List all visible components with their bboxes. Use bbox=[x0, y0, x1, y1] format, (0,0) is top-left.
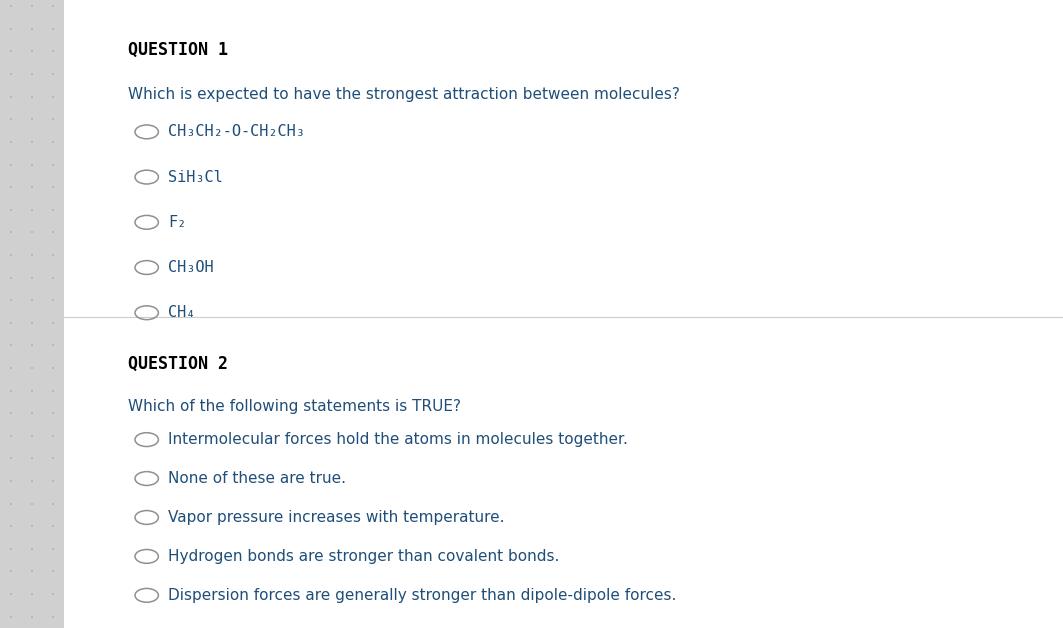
Text: Hydrogen bonds are stronger than covalent bonds.: Hydrogen bonds are stronger than covalen… bbox=[168, 549, 559, 564]
Bar bbox=[0, 0, 64, 628]
Text: QUESTION 2: QUESTION 2 bbox=[128, 355, 227, 373]
Text: None of these are true.: None of these are true. bbox=[168, 471, 345, 486]
Text: CH₃OH: CH₃OH bbox=[168, 260, 214, 275]
Text: Which of the following statements is TRUE?: Which of the following statements is TRU… bbox=[128, 399, 460, 414]
Text: CH₄: CH₄ bbox=[168, 305, 196, 320]
Text: CH₃CH₂-O-CH₂CH₃: CH₃CH₂-O-CH₂CH₃ bbox=[168, 124, 305, 139]
Text: Dispersion forces are generally stronger than dipole-dipole forces.: Dispersion forces are generally stronger… bbox=[168, 588, 676, 603]
Text: SiH₃Cl: SiH₃Cl bbox=[168, 170, 223, 185]
Text: QUESTION 1: QUESTION 1 bbox=[128, 41, 227, 59]
Text: F₂: F₂ bbox=[168, 215, 186, 230]
Text: Vapor pressure increases with temperature.: Vapor pressure increases with temperatur… bbox=[168, 510, 505, 525]
Text: Which is expected to have the strongest attraction between molecules?: Which is expected to have the strongest … bbox=[128, 87, 679, 102]
Text: Intermolecular forces hold the atoms in molecules together.: Intermolecular forces hold the atoms in … bbox=[168, 432, 628, 447]
